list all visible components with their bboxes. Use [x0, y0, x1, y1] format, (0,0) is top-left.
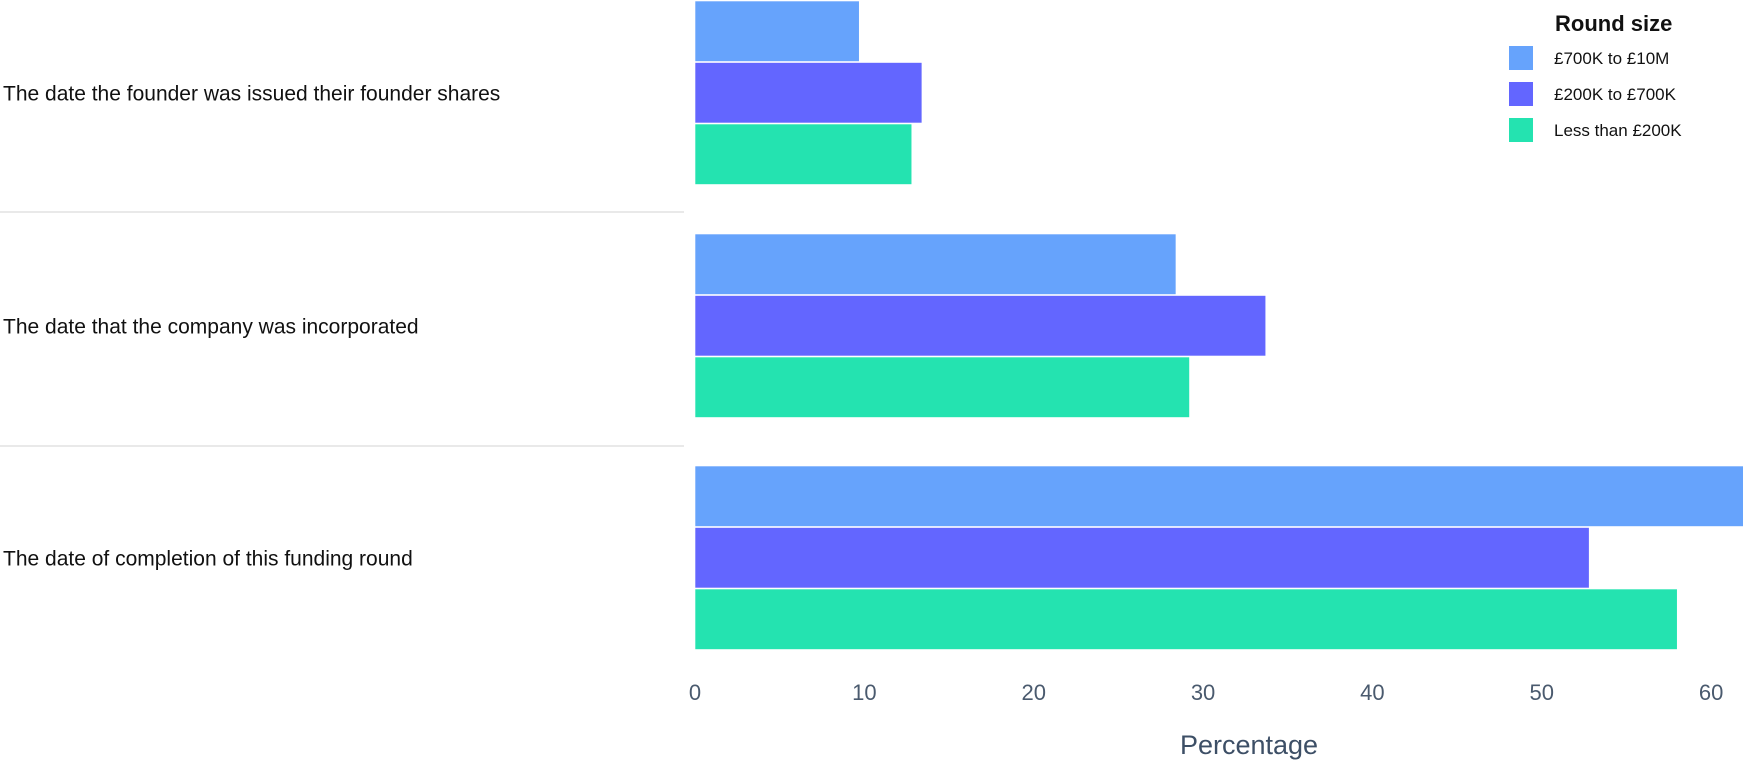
x-tick-label: 50 [1530, 680, 1554, 705]
category-labels: The date the founder was issued their fo… [3, 82, 500, 570]
legend-swatch [1509, 82, 1533, 106]
legend[interactable]: Round size £700K to £10M £200K to £700K Le… [1509, 11, 1682, 142]
x-tick-label: 20 [1021, 680, 1045, 705]
x-tick-label: 0 [689, 680, 701, 705]
bar [694, 233, 1177, 295]
legend-swatch [1509, 46, 1533, 70]
legend-item[interactable]: £200K to £700K [1509, 82, 1677, 106]
category-label: The date of completion of this funding r… [3, 547, 413, 570]
legend-item[interactable]: £700K to £10M [1509, 46, 1669, 70]
legend-swatch [1509, 118, 1533, 142]
legend-label: Less than £200K [1554, 121, 1682, 140]
bar [694, 356, 1190, 418]
category-label: The date the founder was issued their fo… [3, 82, 500, 105]
legend-label: £200K to £700K [1554, 85, 1677, 104]
x-axis-title: Percentage [1180, 730, 1318, 760]
bar [694, 295, 1267, 357]
x-tick-label: 40 [1360, 680, 1384, 705]
bar [694, 465, 1744, 527]
bar [694, 527, 1590, 589]
x-tick-label: 10 [852, 680, 876, 705]
bar [694, 62, 923, 124]
legend-label: £700K to £10M [1554, 49, 1669, 68]
x-tick-label: 60 [1699, 680, 1723, 705]
category-separators [0, 211, 684, 447]
bars [694, 0, 1744, 650]
x-axis-ticks: 0 10 20 30 40 50 60 [689, 680, 1723, 705]
bar [694, 588, 1678, 650]
bar [694, 123, 913, 185]
category-label: The date that the company was incorporat… [3, 315, 419, 338]
bar [694, 0, 860, 62]
legend-title: Round size [1555, 11, 1672, 36]
x-tick-label: 30 [1191, 680, 1215, 705]
legend-item[interactable]: Less than £200K [1509, 118, 1682, 142]
